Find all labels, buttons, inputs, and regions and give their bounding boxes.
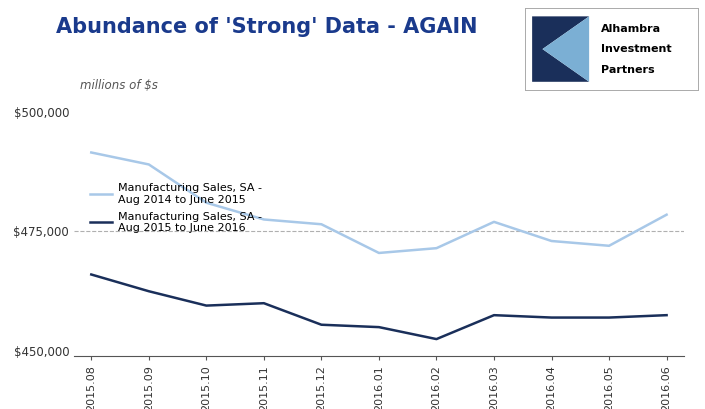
Text: Partners: Partners (601, 65, 655, 74)
Text: millions of $s: millions of $s (80, 79, 158, 92)
Polygon shape (543, 16, 589, 82)
Polygon shape (529, 15, 591, 83)
Legend: Manufacturing Sales, SA -
Aug 2014 to June 2015, Manufacturing Sales, SA -
Aug 2: Manufacturing Sales, SA - Aug 2014 to Ju… (86, 179, 266, 238)
Polygon shape (532, 16, 589, 82)
Text: Alhambra: Alhambra (601, 24, 661, 34)
Text: Abundance of 'Strong' Data - AGAIN: Abundance of 'Strong' Data - AGAIN (56, 17, 478, 36)
Text: Investment: Investment (601, 44, 672, 54)
